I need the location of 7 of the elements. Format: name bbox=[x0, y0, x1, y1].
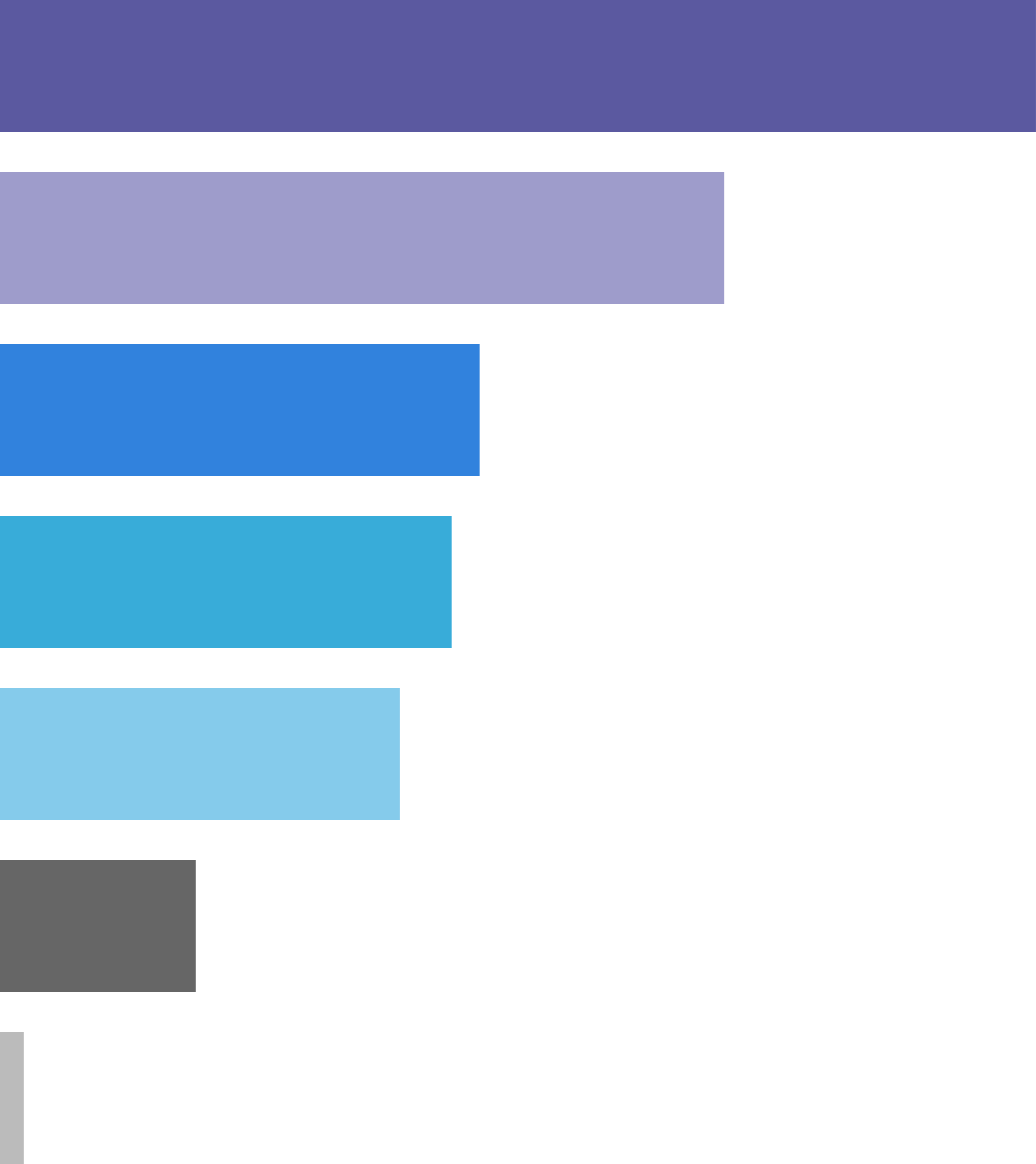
bar bbox=[0, 688, 400, 821]
bar bbox=[0, 344, 480, 477]
bar bbox=[0, 516, 452, 649]
bar bbox=[0, 860, 196, 993]
bar bbox=[0, 1032, 24, 1164]
bar bbox=[0, 172, 725, 305]
bar bbox=[0, 0, 1036, 133]
